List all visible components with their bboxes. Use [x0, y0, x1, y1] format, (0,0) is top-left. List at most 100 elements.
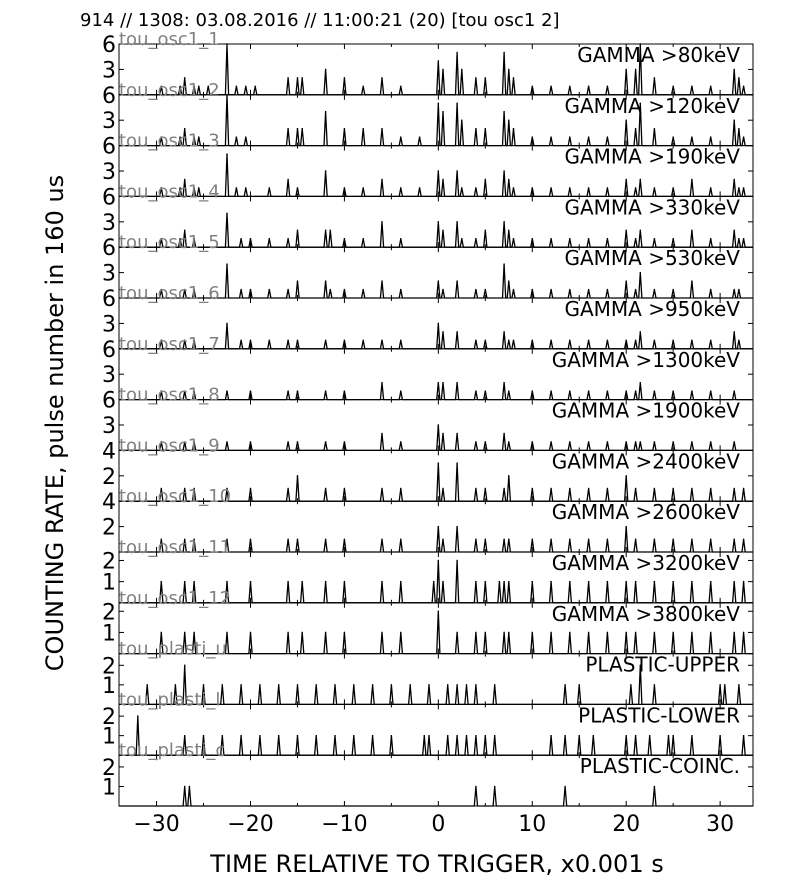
data-point	[193, 187, 195, 189]
data-point	[324, 390, 327, 392]
y-tick-label: 1	[102, 571, 116, 596]
data-point	[531, 187, 533, 189]
data-point	[437, 221, 440, 223]
panel-title: GAMMA >120keV	[564, 94, 740, 118]
data-point	[606, 136, 609, 138]
data-point	[625, 441, 627, 443]
data-point	[301, 580, 303, 583]
data-point	[179, 238, 181, 240]
data-point	[508, 68, 510, 71]
data-point	[691, 734, 693, 737]
data-point	[738, 238, 740, 240]
data-point	[710, 339, 712, 342]
data-point	[691, 631, 693, 634]
data-point	[738, 288, 740, 291]
data-point	[710, 85, 712, 88]
data-point	[531, 441, 533, 443]
data-point	[710, 238, 712, 240]
data-point	[296, 339, 299, 342]
data-point	[550, 487, 552, 490]
data-point	[174, 684, 177, 686]
panel-title: GAMMA >2400keV	[552, 449, 741, 473]
data-point	[381, 280, 383, 282]
data-point	[456, 462, 458, 464]
data-point	[137, 715, 139, 717]
y-tick-label: 2	[102, 705, 116, 730]
data-point	[475, 339, 477, 342]
data-point	[184, 229, 186, 231]
data-point	[531, 136, 533, 138]
data-point	[634, 187, 637, 189]
data-point	[442, 432, 444, 435]
data-point	[639, 271, 641, 274]
data-point	[362, 85, 364, 88]
channel-tag: tou_osc1_3	[119, 131, 220, 152]
data-point	[456, 280, 458, 282]
data-point	[400, 538, 402, 540]
channel-tag: tou_osc1_4	[119, 181, 220, 202]
data-point	[381, 432, 383, 435]
data-point	[296, 229, 299, 231]
data-point	[428, 684, 430, 686]
y-tick-label: 6	[102, 33, 116, 58]
data-point	[639, 102, 641, 104]
data-point	[437, 525, 440, 528]
data-point	[400, 288, 402, 291]
data-point	[184, 288, 186, 291]
data-point	[512, 77, 515, 79]
data-point	[569, 339, 571, 342]
data-point	[550, 85, 552, 88]
data-point	[484, 734, 487, 737]
data-point	[503, 170, 505, 172]
data-point	[193, 390, 195, 392]
data-point	[343, 339, 346, 342]
data-point	[461, 119, 463, 121]
data-point	[587, 441, 590, 443]
data-point	[733, 538, 735, 540]
data-point	[569, 136, 571, 138]
data-point	[742, 538, 745, 540]
data-point	[400, 390, 402, 392]
channel-tag: tou_osc1_8	[119, 385, 220, 406]
data-point	[160, 339, 162, 342]
data-point	[324, 538, 327, 540]
data-point	[160, 85, 162, 88]
data-point	[456, 331, 458, 333]
data-point	[296, 734, 299, 737]
data-point	[268, 339, 270, 342]
data-point	[691, 390, 693, 392]
data-point	[301, 127, 303, 130]
data-point	[287, 390, 289, 392]
y-tick-label: 3	[102, 58, 116, 83]
data-point	[578, 734, 580, 737]
data-point	[287, 631, 289, 634]
data-point	[625, 339, 627, 342]
data-point	[160, 390, 162, 392]
data-point	[400, 631, 402, 634]
data-point	[742, 136, 745, 138]
data-point	[324, 339, 327, 342]
data-point	[334, 684, 336, 686]
data-point	[625, 119, 627, 121]
channel-tag: tou_osc1_7	[119, 334, 220, 355]
data-point	[625, 580, 627, 583]
data-point	[719, 734, 721, 737]
data-point	[550, 734, 552, 737]
data-point	[508, 119, 510, 121]
data-point	[494, 734, 496, 737]
data-point	[569, 390, 571, 392]
data-point	[508, 631, 510, 634]
data-point	[691, 178, 693, 181]
data-point	[221, 684, 224, 686]
data-point	[428, 734, 430, 737]
data-point	[475, 734, 477, 737]
data-point	[498, 580, 501, 583]
data-point	[456, 51, 458, 54]
data-point	[381, 339, 383, 342]
data-point	[738, 684, 740, 686]
data-point	[569, 487, 571, 490]
data-point	[179, 136, 181, 138]
data-point	[639, 229, 641, 231]
data-point	[653, 538, 656, 540]
